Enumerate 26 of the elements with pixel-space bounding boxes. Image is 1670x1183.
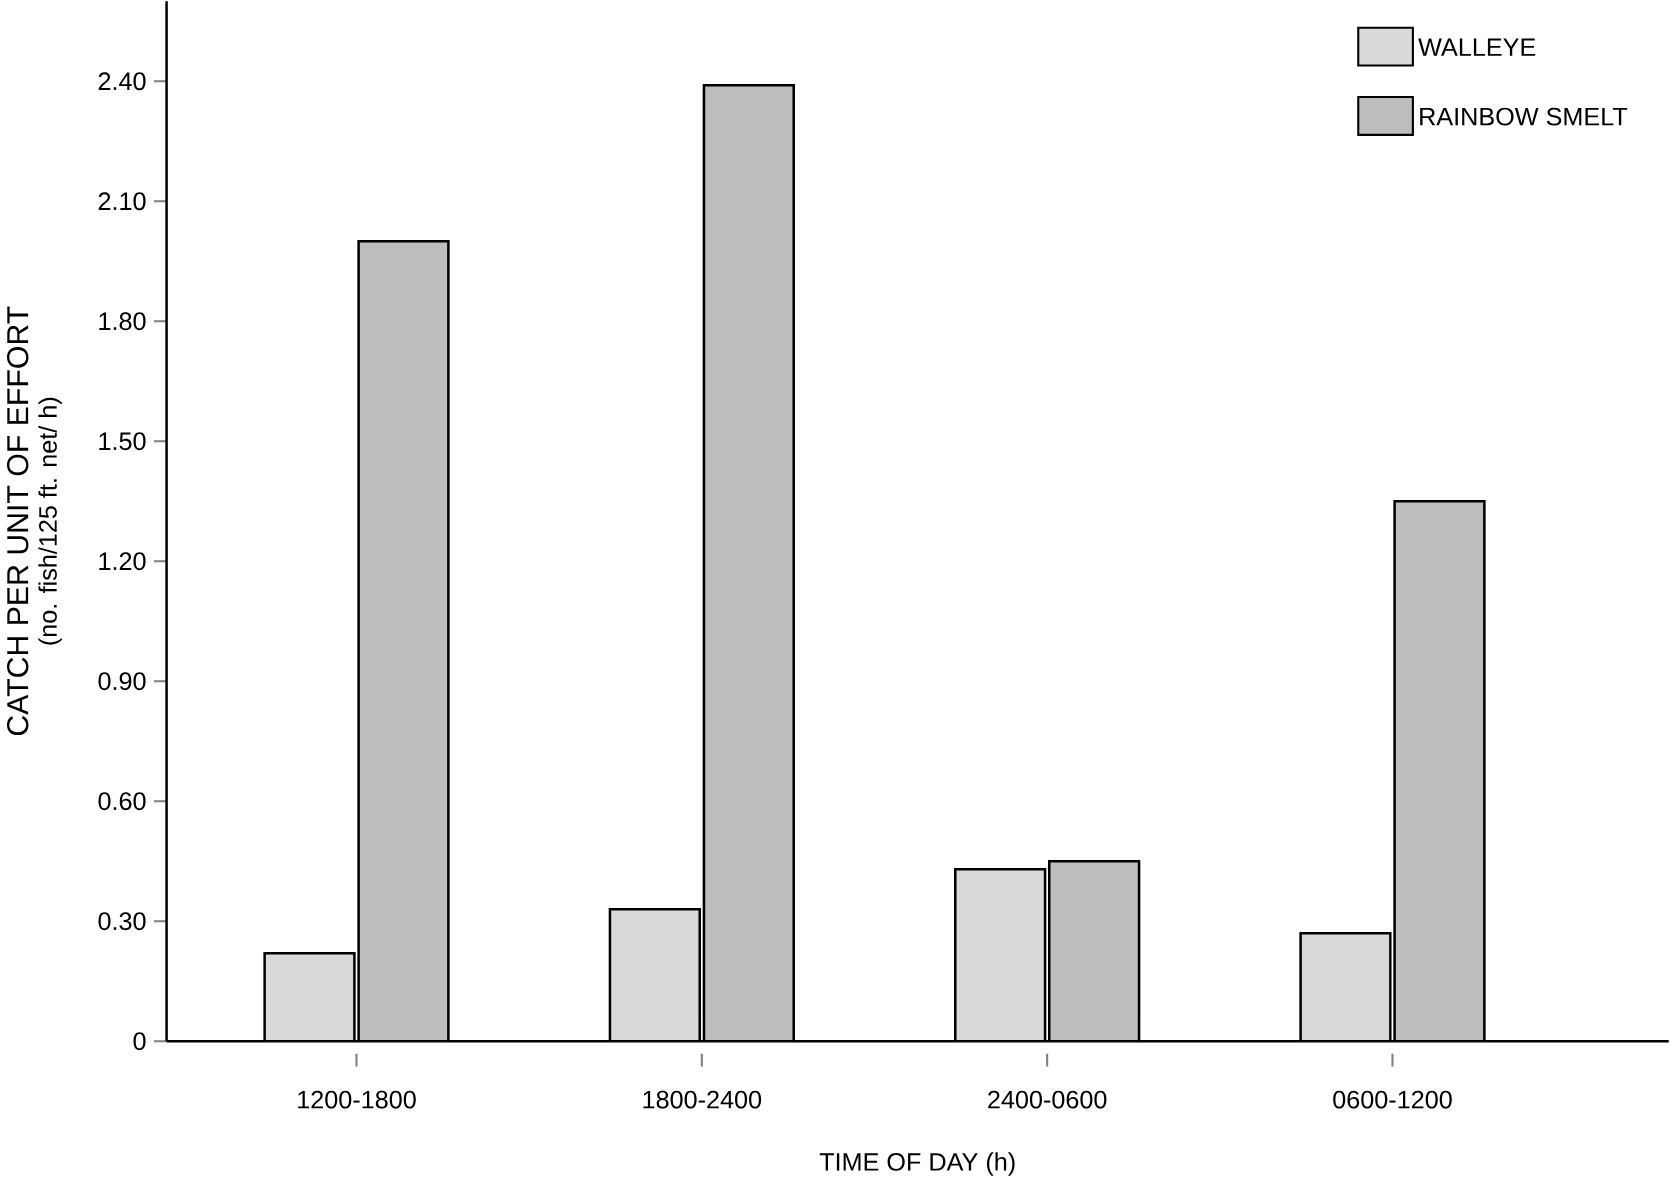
- x-tick-label: 0600-1200: [1333, 1090, 1452, 1109]
- bar: [1393, 500, 1486, 1042]
- y-tick-label: 2.40: [98, 72, 146, 91]
- y-tick-label: 0.30: [98, 912, 146, 931]
- x-tick-label: 2400-0600: [988, 1090, 1107, 1109]
- y-tick-label: 2.10: [98, 192, 146, 211]
- bar: [264, 953, 355, 1042]
- y-tick-label: 1.20: [99, 552, 146, 571]
- text: (no. fish/125 ft. net/ h): [38, 397, 62, 645]
- bar: [1049, 861, 1140, 1042]
- y-tick-label: 0.60: [98, 792, 146, 811]
- y-tick-label: 0.90: [98, 672, 146, 691]
- legend-label: WALLEYE: [1418, 38, 1536, 56]
- x-tick-label: 1800-2400: [643, 1090, 762, 1109]
- bar: [358, 241, 449, 1042]
- y-tick-label: 1.50: [99, 432, 146, 451]
- y-axis-title: CATCH PER UNIT OF EFFORT: [7, 306, 29, 736]
- bar: [1299, 932, 1392, 1042]
- x-tick-label: 1200-1800: [298, 1090, 416, 1109]
- y-tick-label: 1.80: [99, 312, 146, 331]
- bar: [955, 869, 1046, 1042]
- y-tick-label: 0: [133, 1032, 146, 1051]
- bar: [609, 909, 700, 1042]
- legend-label: RAINBOW SMELT: [1420, 107, 1628, 126]
- bar: [703, 85, 794, 1042]
- x-axis-title: TIME OF DAY (h): [819, 1152, 1015, 1176]
